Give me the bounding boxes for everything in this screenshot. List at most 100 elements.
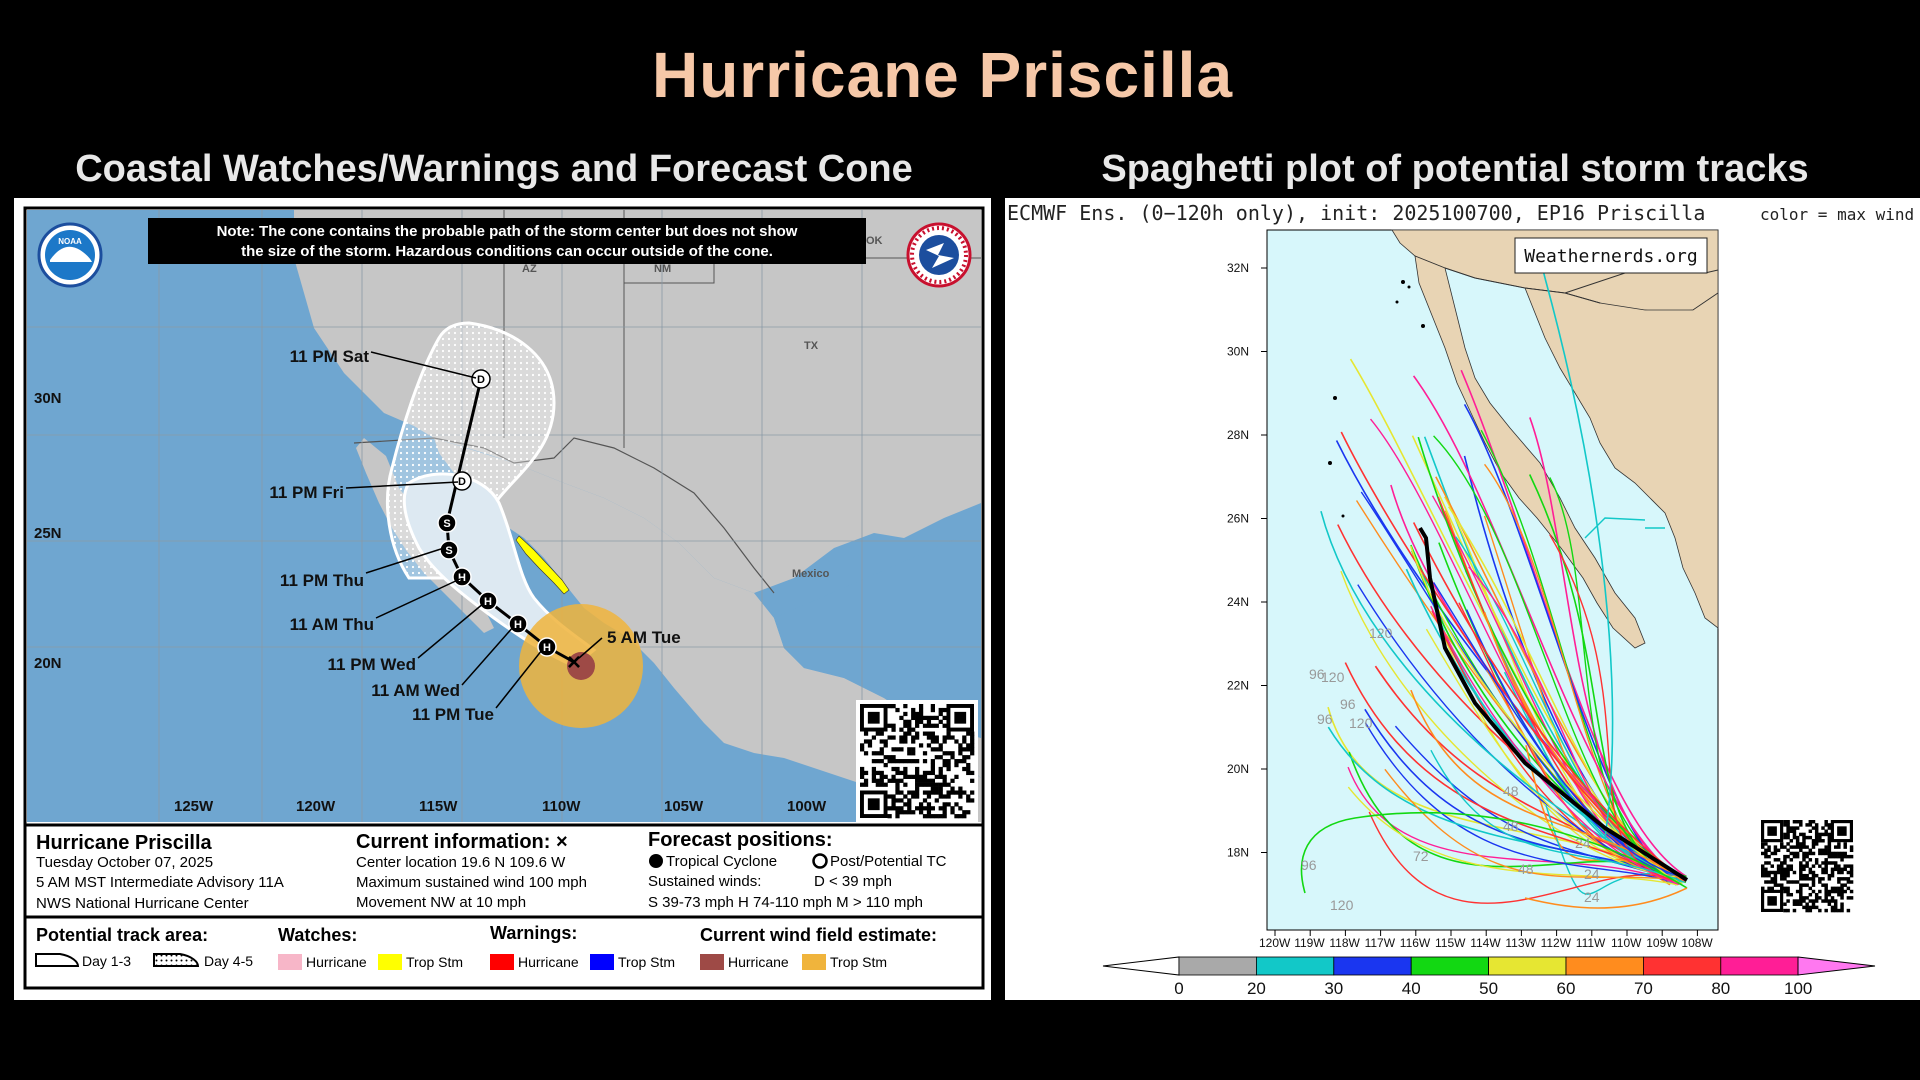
spaghetti-color-note: color = max wind bbox=[1760, 205, 1914, 224]
watermark-box bbox=[1514, 237, 1708, 274]
forecast-hour-label: 96 bbox=[1340, 696, 1356, 712]
spaghetti-header: ECMWF Ens. (0−120h only), init: 20251007… bbox=[1007, 201, 1705, 225]
track-marker-symbol: S bbox=[445, 545, 452, 557]
lat-label: 26N bbox=[1227, 512, 1249, 526]
info-center: NWS National Hurricane Center bbox=[36, 895, 249, 912]
nws-logo bbox=[906, 222, 972, 288]
info-storm-name: Hurricane Priscilla bbox=[36, 832, 213, 854]
forecast-hour-label: 24 bbox=[1584, 866, 1600, 882]
track-marker-symbol: H bbox=[484, 596, 492, 608]
track-marker-symbol: D bbox=[458, 476, 466, 488]
forecast-cone-map: AZ NM OK TX Mexico × H H H H S S D D 5 AM Tue 11 … bbox=[14, 198, 991, 1000]
forecast-positions-heading: Forecast positions: bbox=[648, 829, 832, 851]
colorbar-segment bbox=[1255, 956, 1335, 976]
colorbar-segment bbox=[1720, 956, 1799, 976]
mexico-land bbox=[434, 438, 981, 822]
colorbar-segment bbox=[1410, 956, 1490, 976]
ensemble-track bbox=[1364, 722, 1668, 882]
track-marker-circle bbox=[478, 591, 498, 611]
page-title: Hurricane Priscilla bbox=[651, 39, 1234, 111]
current-info-heading: Current information: × bbox=[356, 831, 568, 853]
state-label-nm: NM bbox=[654, 263, 671, 275]
lon-label: 120W bbox=[1259, 936, 1291, 950]
qr-code-right bbox=[1757, 816, 1857, 916]
colorbar-segment bbox=[1333, 956, 1412, 976]
track-marker-circle bbox=[471, 369, 491, 389]
lon-label: 116W bbox=[1400, 936, 1431, 950]
state-label-ok: OK bbox=[866, 235, 883, 247]
lon-label: 113W bbox=[1505, 936, 1536, 950]
state-label-tx: TX bbox=[804, 340, 819, 352]
legend-day4-5: Day 4-5 bbox=[204, 953, 253, 969]
lon-label-105w: 105W bbox=[664, 798, 704, 815]
lon-label-110w: 110W bbox=[542, 798, 581, 815]
ensemble-track bbox=[1430, 749, 1685, 883]
track-time-label: 11 PM Tue bbox=[412, 705, 494, 724]
cone-map-subtitle: Coastal Watches/Warnings and Forecast Co… bbox=[75, 148, 913, 190]
hurricane-warning-swatch bbox=[490, 954, 514, 970]
map-area: AZ NM OK TX Mexico × H H H H S S D D 5 AM Tue 11 … bbox=[27, 210, 981, 822]
legend-day1-3: Day 1-3 bbox=[82, 953, 131, 969]
hurricane-wind-field bbox=[567, 652, 595, 680]
forecast-hour-label: 120 bbox=[1369, 625, 1393, 641]
track-marker-symbol: H bbox=[514, 619, 522, 631]
tropical-cyclone-icon bbox=[649, 854, 663, 868]
legend-track-area-heading: Potential track area: bbox=[36, 925, 208, 945]
track-label-leader bbox=[375, 578, 461, 619]
lat-label: 30N bbox=[1227, 345, 1249, 359]
info-legend-area: Hurricane Priscilla Tuesday October 07, … bbox=[25, 823, 983, 970]
current-location: Center location 19.6 N 109.6 W bbox=[356, 854, 566, 871]
lat-label: 28N bbox=[1227, 428, 1249, 442]
lon-label: 117W bbox=[1365, 936, 1396, 950]
track-marker-circle bbox=[452, 471, 472, 491]
ensemble-track bbox=[1534, 237, 1614, 839]
ensemble-track bbox=[1412, 522, 1682, 878]
tropstm-watch-swatch bbox=[378, 954, 402, 970]
colorbar-tick-label: 70 bbox=[1634, 979, 1653, 998]
lat-label: 32N bbox=[1227, 261, 1249, 275]
track-time-label: 11 PM Thu bbox=[280, 571, 364, 590]
forecast-hour-label: 24 bbox=[1584, 889, 1600, 905]
lat-label: 22N bbox=[1227, 679, 1249, 693]
track-label-leader bbox=[365, 547, 445, 574]
track-marker-symbol: H bbox=[543, 642, 551, 654]
ensemble-track bbox=[1480, 429, 1687, 878]
colorbar-segment bbox=[1488, 956, 1567, 976]
ensemble-track bbox=[1347, 786, 1678, 886]
colorbar-tick-label: 60 bbox=[1557, 979, 1576, 998]
colorbar-tick-label: 40 bbox=[1402, 979, 1421, 998]
lon-label: 119W bbox=[1294, 936, 1325, 950]
track-time-label: 11 PM Sat bbox=[290, 347, 370, 366]
wind-colorbar: 0 20 30 40 50 60 70 80 100 bbox=[1102, 956, 1876, 998]
lon-label-115w: 115W bbox=[419, 798, 458, 815]
lat-label-30n: 30N bbox=[34, 390, 62, 407]
track-marker-symbol: S bbox=[443, 518, 450, 530]
legend-tropstm-watch: Trop Stm bbox=[406, 954, 463, 970]
day4-5-icon bbox=[153, 953, 200, 967]
legend-hurricane-watch: Hurricane bbox=[306, 954, 367, 970]
ensemble-track bbox=[1368, 811, 1675, 904]
sustained-winds-label: Sustained winds: bbox=[648, 873, 761, 890]
spaghetti-plot-subtitle: Spaghetti plot of potential storm tracks bbox=[1101, 148, 1809, 190]
post-potential-tc-icon bbox=[812, 853, 828, 869]
lon-label: 112W bbox=[1541, 936, 1572, 950]
lon-label: 109W bbox=[1646, 936, 1678, 950]
colorbar-tick-label: 30 bbox=[1324, 979, 1343, 998]
forecast-hour-label: 120 bbox=[1330, 897, 1354, 913]
lon-label-100w: 100W bbox=[787, 798, 827, 815]
legend-hurricane-warning: Hurricane bbox=[518, 954, 579, 970]
track-label-leader bbox=[417, 602, 485, 659]
state-label-az: AZ bbox=[522, 263, 537, 275]
ensemble-track bbox=[1417, 436, 1687, 880]
islands bbox=[1328, 280, 1425, 518]
tropstm-windfield-swatch bbox=[802, 954, 826, 970]
legend-windfield-heading: Current wind field estimate: bbox=[700, 925, 937, 945]
track-label-leader bbox=[461, 625, 515, 686]
lon-label-120w: 120W bbox=[296, 798, 336, 815]
track-marker-circle bbox=[508, 614, 528, 634]
forecast-hour-label: 48 bbox=[1503, 783, 1519, 799]
colorbar-segment bbox=[1178, 956, 1257, 976]
spaghetti-plot: ECMWF Ens. (0−120h only), init: 20251007… bbox=[1005, 198, 1920, 1000]
ensemble-track bbox=[1584, 517, 1665, 539]
